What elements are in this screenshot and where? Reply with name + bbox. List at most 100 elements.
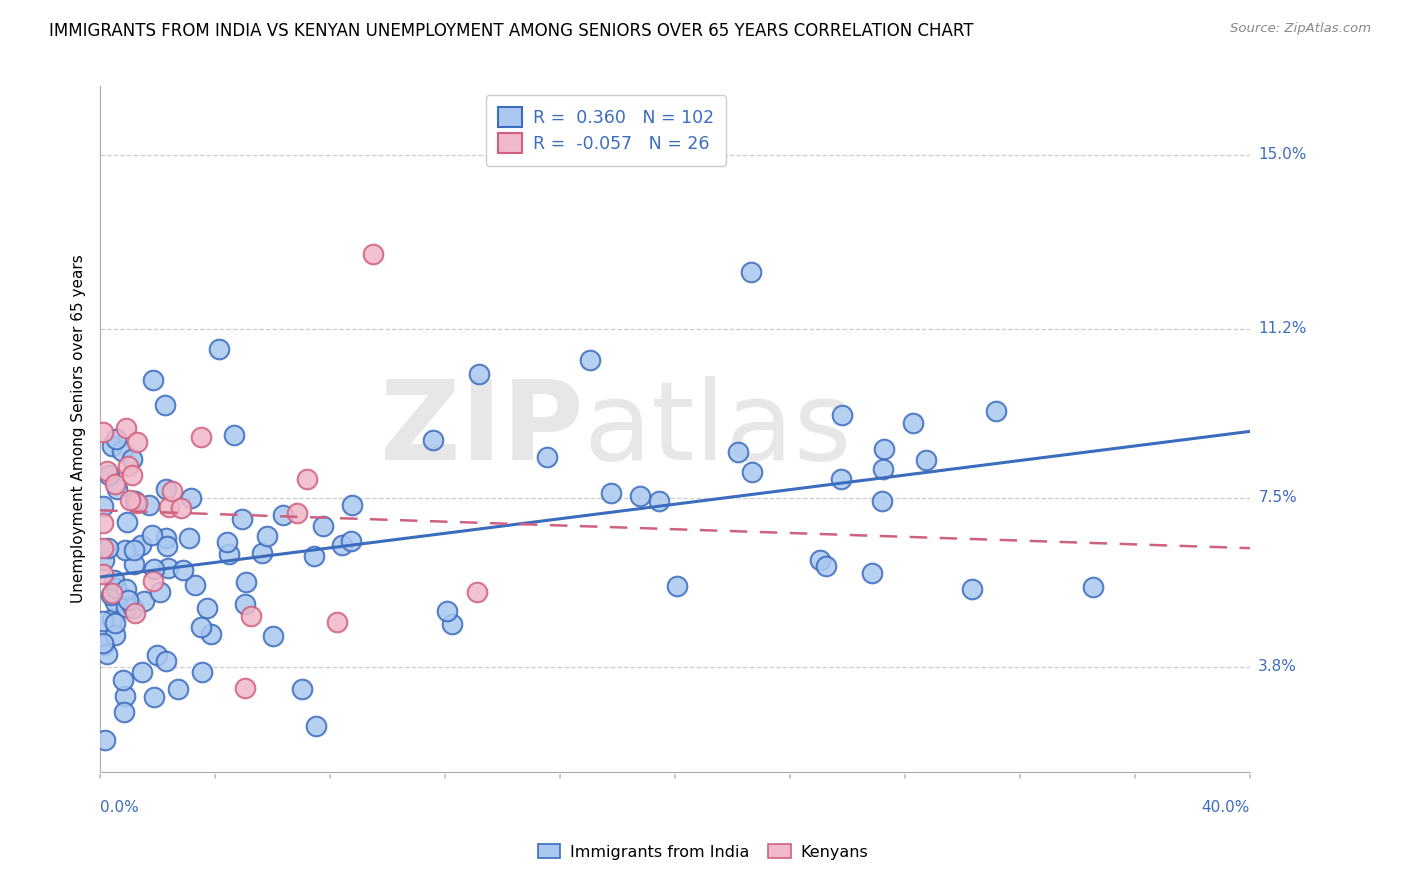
Point — [441, 616, 464, 631]
Point — [295, 472, 318, 486]
Point — [172, 563, 194, 577]
Point — [273, 508, 295, 523]
Point — [340, 533, 363, 548]
Point — [155, 654, 177, 668]
Point — [117, 459, 139, 474]
Point — [361, 246, 384, 260]
Point — [98, 468, 121, 483]
Point — [162, 484, 184, 499]
Point — [117, 593, 139, 607]
Point — [91, 425, 114, 439]
Point — [104, 595, 127, 609]
Point — [330, 538, 353, 552]
Point — [727, 445, 749, 459]
Point — [180, 491, 202, 505]
Point — [149, 585, 172, 599]
Point — [200, 626, 222, 640]
Point — [666, 579, 689, 593]
Point — [131, 665, 153, 680]
Point — [962, 582, 984, 596]
Point — [111, 444, 134, 458]
Point — [142, 574, 165, 588]
Point — [231, 512, 253, 526]
Point — [872, 442, 894, 456]
Point — [101, 439, 124, 453]
Point — [468, 367, 491, 381]
Text: atlas: atlas — [583, 376, 852, 483]
Point — [138, 498, 160, 512]
Point — [422, 434, 444, 448]
Point — [190, 430, 212, 444]
Point — [326, 615, 349, 630]
Point — [740, 265, 762, 279]
Point — [262, 629, 284, 643]
Point — [104, 432, 127, 446]
Text: 40.0%: 40.0% — [1202, 799, 1250, 814]
Point — [184, 577, 207, 591]
Point — [291, 682, 314, 697]
Point — [105, 581, 128, 595]
Point — [101, 586, 124, 600]
Point — [122, 557, 145, 571]
Point — [831, 408, 853, 422]
Point — [141, 528, 163, 542]
Point — [103, 574, 125, 588]
Point — [808, 553, 831, 567]
Point — [96, 464, 118, 478]
Point — [100, 588, 122, 602]
Point — [1083, 580, 1105, 594]
Point — [103, 628, 125, 642]
Text: 11.2%: 11.2% — [1258, 321, 1306, 336]
Point — [233, 681, 256, 695]
Point — [96, 541, 118, 556]
Point — [208, 342, 231, 356]
Point — [190, 620, 212, 634]
Point — [155, 482, 177, 496]
Point — [101, 612, 124, 626]
Y-axis label: Unemployment Among Seniors over 65 years: Unemployment Among Seniors over 65 years — [72, 255, 86, 604]
Point — [465, 585, 488, 599]
Point — [115, 515, 138, 529]
Point — [122, 601, 145, 615]
Point — [115, 582, 138, 597]
Point — [115, 421, 138, 435]
Point — [167, 681, 190, 696]
Legend: Immigrants from India, Kenyans: Immigrants from India, Kenyans — [531, 838, 875, 866]
Point — [125, 435, 148, 450]
Point — [250, 546, 273, 560]
Point — [155, 531, 177, 545]
Point — [233, 597, 256, 611]
Point — [224, 428, 246, 442]
Text: IMMIGRANTS FROM INDIA VS KENYAN UNEMPLOYMENT AMONG SENIORS OVER 65 YEARS CORRELA: IMMIGRANTS FROM INDIA VS KENYAN UNEMPLOY… — [49, 22, 974, 40]
Point — [914, 453, 936, 467]
Point — [872, 462, 894, 476]
Point — [872, 494, 894, 508]
Text: ZIP: ZIP — [380, 376, 583, 483]
Point — [96, 648, 118, 662]
Point — [125, 496, 148, 510]
Point — [91, 566, 114, 581]
Point — [312, 519, 335, 533]
Point — [436, 604, 458, 618]
Point — [114, 689, 136, 703]
Point — [240, 609, 263, 624]
Point — [860, 566, 883, 580]
Point — [146, 648, 169, 663]
Point — [124, 494, 146, 508]
Point — [157, 561, 180, 575]
Point — [190, 665, 212, 680]
Text: 15.0%: 15.0% — [1258, 147, 1306, 162]
Point — [94, 732, 117, 747]
Point — [124, 607, 146, 621]
Point — [91, 541, 114, 556]
Point — [156, 539, 179, 553]
Point — [112, 706, 135, 720]
Point — [305, 718, 328, 732]
Point — [901, 417, 924, 431]
Point — [302, 549, 325, 563]
Point — [215, 535, 238, 549]
Point — [91, 516, 114, 530]
Point — [142, 373, 165, 387]
Point — [648, 494, 671, 508]
Point — [984, 404, 1007, 418]
